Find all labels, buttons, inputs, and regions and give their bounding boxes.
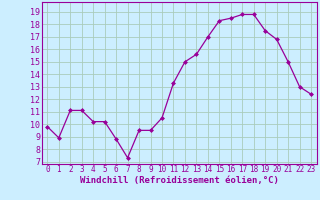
X-axis label: Windchill (Refroidissement éolien,°C): Windchill (Refroidissement éolien,°C) — [80, 176, 279, 185]
